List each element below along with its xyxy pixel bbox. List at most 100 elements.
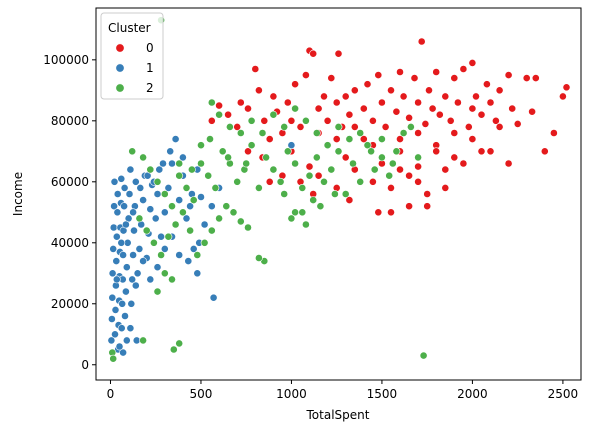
point-cluster-2 [244, 223, 252, 232]
point-cluster-2 [211, 183, 220, 192]
point-cluster-2 [301, 220, 310, 229]
point-cluster-2 [204, 171, 213, 180]
point-cluster-2 [377, 153, 386, 162]
point-cluster-1 [186, 202, 194, 211]
point-cluster-0 [287, 116, 296, 125]
point-cluster-0 [468, 104, 477, 113]
point-cluster-2 [262, 153, 270, 162]
point-cluster-0 [423, 202, 432, 211]
ticks-layer: 0 500 1000 1500 2000 2500 0 20000 40000 60000 8000… [43, 53, 578, 401]
point-cluster-0 [377, 98, 386, 107]
point-cluster-0 [260, 116, 269, 125]
point-cluster-2 [153, 177, 162, 186]
point-cluster-0 [314, 104, 323, 113]
point-cluster-2 [341, 190, 350, 198]
point-cluster-0 [446, 116, 455, 125]
point-cluster-1 [117, 174, 126, 183]
point-cluster-2 [276, 177, 285, 186]
point-cluster-0 [425, 86, 433, 95]
point-cluster-2 [197, 141, 205, 150]
point-cluster-2 [283, 147, 292, 156]
plot-area-frame [95, 7, 582, 381]
point-cluster-1 [130, 226, 138, 235]
point-cluster-0 [508, 104, 517, 113]
point-cluster-0 [423, 190, 432, 198]
point-cluster-0 [345, 196, 354, 204]
point-cluster-2 [370, 165, 379, 174]
point-cluster-0 [405, 171, 413, 180]
point-cluster-0 [396, 135, 404, 143]
point-cluster-2 [291, 159, 299, 168]
point-cluster-2 [160, 190, 169, 198]
point-cluster-2 [287, 214, 296, 223]
point-cluster-0 [332, 98, 341, 107]
point-cluster-1 [168, 159, 176, 168]
point-cluster-2 [323, 141, 332, 150]
point-cluster-2 [160, 269, 169, 278]
x-axis-label: TotalSpent [306, 408, 370, 422]
point-cluster-1 [108, 315, 116, 323]
point-cluster-2 [312, 129, 321, 137]
point-cluster-0 [396, 165, 404, 174]
point-cluster-1 [160, 244, 169, 253]
point-cluster-2 [309, 196, 318, 204]
point-cluster-0 [421, 120, 430, 128]
point-cluster-0 [309, 49, 318, 58]
point-cluster-0 [441, 92, 450, 101]
point-cluster-2 [419, 351, 428, 360]
point-cluster-0 [265, 177, 274, 186]
point-cluster-2 [233, 177, 242, 186]
point-cluster-0 [562, 83, 571, 92]
point-cluster-0 [269, 92, 278, 101]
point-cluster-0 [392, 107, 401, 116]
point-cluster-0 [414, 129, 422, 137]
point-cluster-0 [301, 71, 310, 79]
point-cluster-2 [334, 123, 343, 131]
point-cluster-1 [175, 251, 184, 259]
point-cluster-2 [215, 214, 223, 223]
point-cluster-1 [120, 183, 129, 192]
legend-marker-cluster-2 [115, 83, 125, 93]
point-cluster-2 [189, 196, 198, 204]
point-cluster-2 [247, 116, 256, 125]
point-cluster-0 [320, 92, 328, 101]
point-cluster-1 [136, 183, 145, 192]
point-cluster-2 [149, 238, 158, 247]
point-cluster-0 [495, 123, 504, 131]
point-cluster-2 [254, 183, 263, 192]
point-cluster-2 [207, 98, 216, 107]
point-cluster-2 [187, 165, 196, 174]
point-cluster-0 [432, 68, 441, 76]
point-cluster-0 [504, 159, 513, 168]
point-cluster-1 [113, 208, 122, 217]
point-cluster-2 [406, 123, 415, 131]
x-tick-label: 1500 [367, 387, 398, 401]
point-cluster-0 [528, 107, 536, 116]
point-cluster-2 [356, 177, 365, 186]
point-cluster-0 [387, 183, 395, 192]
point-cluster-1 [108, 293, 117, 302]
point-cluster-0 [414, 162, 422, 171]
y-tick-label: 60000 [51, 175, 89, 189]
point-cluster-2 [367, 147, 375, 156]
point-cluster-0 [291, 80, 299, 89]
point-cluster-0 [504, 71, 513, 79]
x-tick-label: 500 [190, 387, 213, 401]
point-cluster-1 [110, 202, 118, 211]
legend-entries: 0 1 2 [115, 41, 154, 95]
y-tick-label: 100000 [43, 53, 89, 67]
legend-label-cluster-0: 0 [146, 41, 154, 55]
point-cluster-2 [168, 275, 176, 284]
point-cluster-2 [139, 153, 147, 162]
point-cluster-1 [129, 208, 137, 217]
point-cluster-0 [435, 110, 444, 119]
point-cluster-1 [160, 208, 169, 217]
point-cluster-2 [327, 165, 336, 174]
point-cluster-2 [175, 339, 184, 348]
point-cluster-2 [414, 153, 422, 162]
point-cluster-1 [171, 135, 180, 143]
point-cluster-0 [417, 37, 426, 46]
point-cluster-2 [175, 159, 184, 168]
point-cluster-2 [305, 171, 314, 180]
point-cluster-2 [298, 183, 307, 192]
